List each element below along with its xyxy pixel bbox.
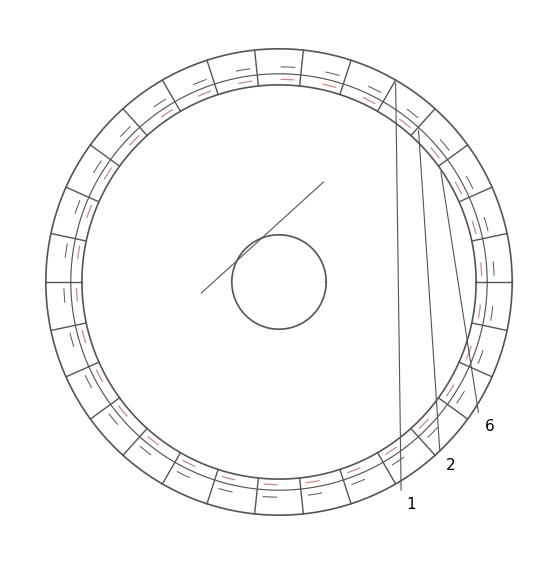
Text: 1: 1	[407, 496, 416, 512]
Text: 2: 2	[446, 458, 455, 473]
Text: 6: 6	[484, 419, 494, 434]
